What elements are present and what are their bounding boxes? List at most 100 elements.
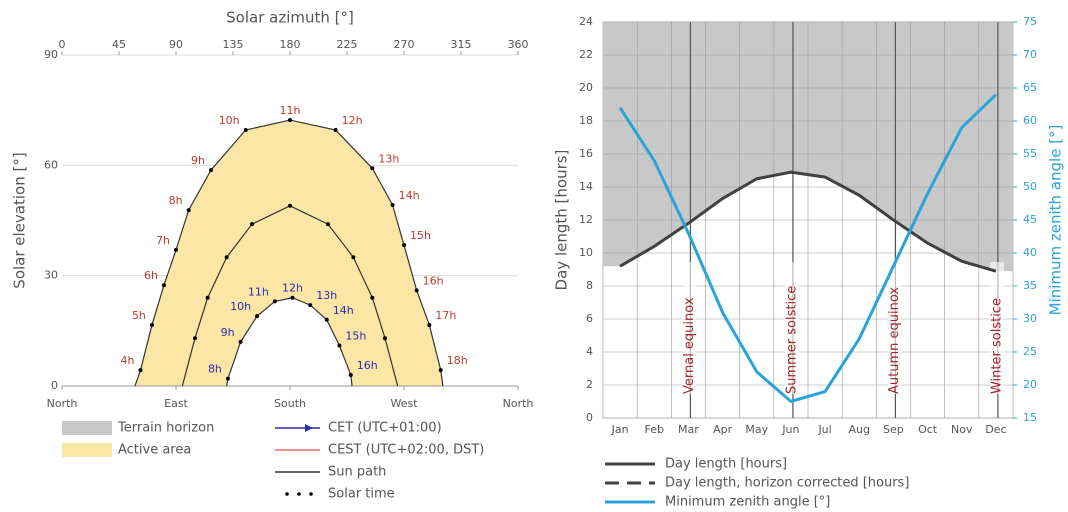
solar-time-dot [427,322,432,327]
annotation-label: Summer solstice [784,286,799,394]
hour-label: 9h [191,154,205,167]
hour-label: 12h [282,282,303,295]
solar-time-dot [224,255,229,260]
solar-time-dot [208,168,213,173]
y-tick-label: 90 [44,48,58,61]
y-tick-label: 2 [586,378,593,391]
x-tick-label: North [47,397,78,410]
hour-label: 7h [156,234,170,247]
active-area [134,120,443,386]
y-tick-label: 10 [579,246,593,259]
x-tick-label: Apr [713,423,733,436]
solar-time-dot [250,222,254,227]
solar-time-dot [333,128,338,133]
y2-tick-label: 55 [1023,147,1037,160]
legend-label: Minimum zenith angle [°] [665,495,830,510]
y2-tick-label: 60 [1023,114,1037,127]
series-line [619,171,997,273]
x-tick-label: 45 [112,38,126,51]
hour-label: 18h [447,354,468,367]
x-tick-label: 360 [508,38,529,51]
annotation-bg [682,262,697,394]
x-tick-label: Sep [883,423,904,436]
hour-label: 12h [342,114,363,127]
x-tick-label: East [164,397,188,410]
x-tick-label: South [274,397,306,410]
x-tick-label: Mar [678,423,699,436]
y-tick-label: 6 [586,312,593,325]
legend-label: Sun path [328,465,386,480]
solar-time-dot [390,203,395,208]
hour-label: 14h [399,189,420,202]
hour-label: 15h [410,229,431,242]
x-tick-label: Aug [849,423,870,436]
annotation-label: Winter solstice [989,298,1004,394]
x-tick-label: Dec [985,423,1006,436]
annotation-label: Autumn equinox [887,287,902,394]
solar-time-dot [370,166,375,171]
hour-label: 13h [378,152,399,165]
solar-time-dot [402,243,406,248]
x-axis-title: Solar azimuth [°] [226,9,354,27]
hour-label: 17h [435,309,456,322]
hour-label: 8h [169,194,183,207]
y2-tick-label: 25 [1023,345,1037,358]
solar-time-dot [161,283,166,288]
hour-label: 14h [333,304,354,317]
hour-label: 16h [423,274,444,287]
hour-label: 8h [208,363,222,376]
x-tick-label: Jul [817,423,831,436]
x-tick-label: Jan [611,423,629,436]
y2-tick-label: 65 [1023,81,1037,94]
hour-label: 15h [345,330,366,343]
y-tick-label: 20 [579,81,593,94]
y2-tick-label: 40 [1023,246,1037,259]
y-tick-label: 18 [579,114,593,127]
solar-time-dot [138,368,143,373]
x-tick-label: 225 [337,38,358,51]
solar-time-dot [186,208,191,213]
y2-tick-label: 35 [1023,279,1037,292]
legend-dot [297,492,301,496]
y-axis-title: Solar elevation [°] [11,152,29,288]
legend-label: Day length [hours] [665,457,787,472]
hour-label: 4h [121,354,135,367]
x-tick-label: Jun [781,423,799,436]
x-tick-label: North [503,397,534,410]
hour-label: 9h [221,326,235,339]
y2-axis-title: Minimum zenith angle [°] [1047,125,1065,316]
y-tick-label: 0 [586,411,593,424]
legend-label: CEST (UTC+02:00, DST) [328,443,484,458]
legend-dot [285,492,289,496]
solar-time-dot [326,222,330,227]
y2-tick-label: 45 [1023,213,1037,226]
y2-tick-label: 75 [1023,15,1037,28]
y-tick-label: 24 [579,15,593,28]
solar-time-dot [324,317,329,322]
legend-label: Terrain horizon [117,421,214,436]
y2-tick-label: 20 [1023,378,1037,391]
x-tick-label: May [745,423,768,436]
y2-tick-label: 30 [1023,312,1037,325]
solar-time-dot [205,295,210,300]
solar-time-dot [348,372,353,377]
hour-label: 10h [219,114,240,127]
series-line [618,93,997,404]
y-tick-label: 0 [51,379,58,392]
solar-time-dot [255,314,260,319]
solar-time-dot [337,343,342,348]
solar-time-dot [238,339,243,344]
solar-time-dot [272,299,277,304]
solar-time-dot [288,118,292,123]
legend-label: Solar time [328,487,395,502]
solar-time-dot [438,368,443,373]
x-tick-label: Oct [918,423,938,436]
annotation-label: Vernal equinox [682,297,697,394]
solar-time-dot [149,322,154,327]
y-tick-label: 14 [579,180,593,193]
solar-time-dot [290,295,295,300]
legend-label: CET (UTC+01:00) [328,421,442,436]
y-tick-label: 8 [586,279,593,292]
solar-time-dot [351,255,356,260]
annotation-bg [887,262,902,394]
